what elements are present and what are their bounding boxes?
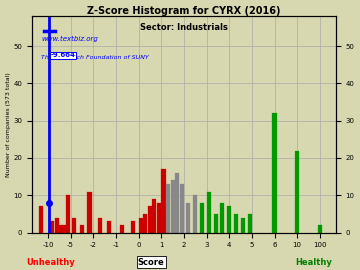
Text: Unhealthy: Unhealthy bbox=[26, 258, 75, 266]
Bar bbox=[213, 214, 218, 232]
Bar bbox=[139, 218, 143, 232]
Bar bbox=[227, 207, 231, 232]
Bar bbox=[220, 203, 224, 232]
Bar bbox=[98, 218, 102, 232]
Bar bbox=[107, 221, 111, 232]
Bar bbox=[193, 195, 197, 232]
Bar bbox=[171, 180, 175, 232]
Bar bbox=[186, 203, 190, 232]
Bar bbox=[64, 225, 68, 232]
Bar bbox=[72, 218, 76, 232]
Bar bbox=[166, 184, 170, 232]
Bar bbox=[207, 191, 211, 232]
Bar bbox=[318, 225, 322, 232]
Bar bbox=[161, 169, 166, 232]
Bar bbox=[241, 218, 245, 232]
Text: -9.664: -9.664 bbox=[50, 52, 76, 58]
Bar bbox=[143, 214, 147, 232]
Bar bbox=[180, 184, 184, 232]
Bar bbox=[39, 207, 43, 232]
Bar bbox=[295, 150, 299, 232]
Y-axis label: Number of companies (573 total): Number of companies (573 total) bbox=[5, 72, 10, 177]
Bar bbox=[157, 203, 161, 232]
Bar bbox=[273, 113, 276, 232]
Bar bbox=[200, 203, 204, 232]
Bar bbox=[248, 214, 252, 232]
Bar bbox=[131, 221, 135, 232]
Bar bbox=[50, 221, 54, 232]
Bar bbox=[234, 214, 238, 232]
Bar bbox=[120, 225, 123, 232]
Bar bbox=[87, 191, 91, 232]
Title: Z-Score Histogram for CYRX (2016): Z-Score Histogram for CYRX (2016) bbox=[87, 6, 281, 16]
Bar bbox=[59, 225, 64, 232]
Text: Healthy: Healthy bbox=[295, 258, 332, 266]
Bar bbox=[175, 173, 179, 232]
Text: The Research Foundation of SUNY: The Research Foundation of SUNY bbox=[41, 55, 149, 60]
Bar bbox=[55, 218, 59, 232]
Bar bbox=[148, 207, 152, 232]
Text: Sector: Industrials: Sector: Industrials bbox=[140, 23, 228, 32]
Bar bbox=[66, 195, 70, 232]
Bar bbox=[152, 199, 157, 232]
Bar bbox=[80, 225, 84, 232]
Text: www.textbiz.org: www.textbiz.org bbox=[41, 36, 98, 42]
Text: Score: Score bbox=[138, 258, 165, 266]
